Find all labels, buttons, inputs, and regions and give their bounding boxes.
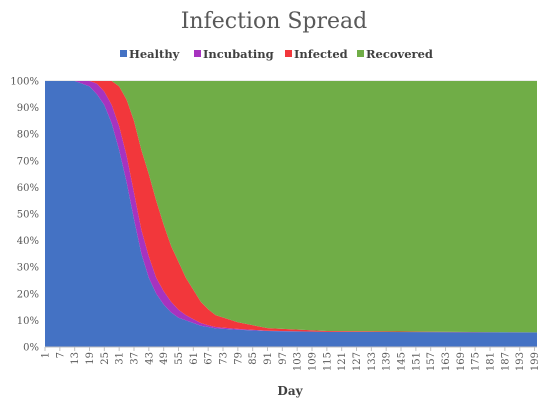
x-tick-label: 37 (130, 352, 141, 365)
x-axis-title: Day (277, 384, 303, 398)
x-tick-label: 163 (441, 352, 452, 371)
x-tick-label: 43 (144, 352, 155, 365)
x-tick-label: 31 (115, 352, 126, 365)
legend-swatch (285, 50, 292, 57)
y-tick-label: 0% (23, 343, 39, 354)
x-tick-label: 199 (530, 352, 541, 371)
x-tick-label: 61 (189, 352, 200, 365)
y-tick-label: 100% (10, 77, 39, 88)
x-tick-label: 67 (204, 352, 215, 365)
x-tick-label: 7 (55, 352, 66, 358)
x-tick-label: 109 (308, 352, 319, 371)
x-tick-label: 79 (233, 352, 244, 365)
x-tick-label: 91 (263, 352, 274, 365)
plot-area (45, 81, 537, 347)
x-tick-label: 139 (382, 352, 393, 371)
x-tick-label: 55 (174, 352, 185, 365)
y-tick-label: 70% (17, 156, 39, 167)
x-tick-label: 13 (70, 352, 81, 365)
y-axis-ticks: 0% 10% 20% 30% 40% 50% 60% 70% 80% 90% 100% (10, 77, 39, 354)
chart-title: Infection Spread (181, 9, 368, 34)
x-axis-ticks: 1 7 13 19 25 31 37 43 49 55 61 67 73 79 85 91 97 103 109 11… (41, 346, 541, 371)
legend-label: Infected (294, 47, 348, 61)
x-tick-label: 121 (337, 352, 348, 371)
x-tick-label: 19 (85, 352, 96, 365)
x-tick-label: 133 (367, 352, 378, 371)
x-tick-label: 181 (486, 352, 497, 371)
x-tick-label: 85 (248, 352, 259, 365)
x-tick-label: 145 (397, 352, 408, 371)
y-tick-label: 10% (17, 316, 39, 327)
area-recovered (45, 81, 537, 333)
area-infected (45, 81, 537, 333)
legend-item-recovered: Recovered (357, 47, 433, 61)
y-tick-label: 40% (17, 236, 39, 247)
legend-swatch (194, 50, 201, 57)
x-tick-label: 187 (500, 352, 511, 371)
x-tick-label: 1 (41, 352, 52, 358)
x-tick-label: 157 (426, 352, 437, 371)
legend-label: Incubating (203, 47, 274, 61)
legend: Healthy Incubating Infected Recovered (120, 47, 433, 61)
x-tick-label: 103 (293, 352, 304, 371)
legend-swatch (120, 50, 127, 57)
legend-item-incubating: Incubating (194, 47, 274, 61)
x-tick-label: 25 (100, 352, 111, 365)
legend-item-infected: Infected (285, 47, 348, 61)
y-tick-label: 90% (17, 103, 39, 114)
x-tick-label: 169 (456, 352, 467, 371)
x-tick-label: 151 (411, 352, 422, 371)
x-tick-label: 175 (471, 352, 482, 371)
y-tick-label: 60% (17, 183, 39, 194)
y-tick-label: 80% (17, 130, 39, 141)
x-tick-label: 193 (515, 352, 526, 371)
legend-item-healthy: Healthy (120, 47, 180, 61)
legend-label: Healthy (129, 47, 180, 61)
x-tick-label: 127 (352, 352, 363, 371)
x-tick-label: 49 (159, 352, 170, 365)
y-tick-label: 20% (17, 289, 39, 300)
area-healthy (45, 81, 537, 347)
x-tick-label: 115 (322, 352, 333, 371)
legend-label: Recovered (366, 47, 433, 61)
y-tick-label: 30% (17, 263, 39, 274)
y-tick-label: 50% (17, 210, 39, 221)
legend-swatch (357, 50, 364, 57)
x-tick-label: 97 (278, 352, 289, 365)
x-tick-label: 73 (219, 352, 230, 365)
